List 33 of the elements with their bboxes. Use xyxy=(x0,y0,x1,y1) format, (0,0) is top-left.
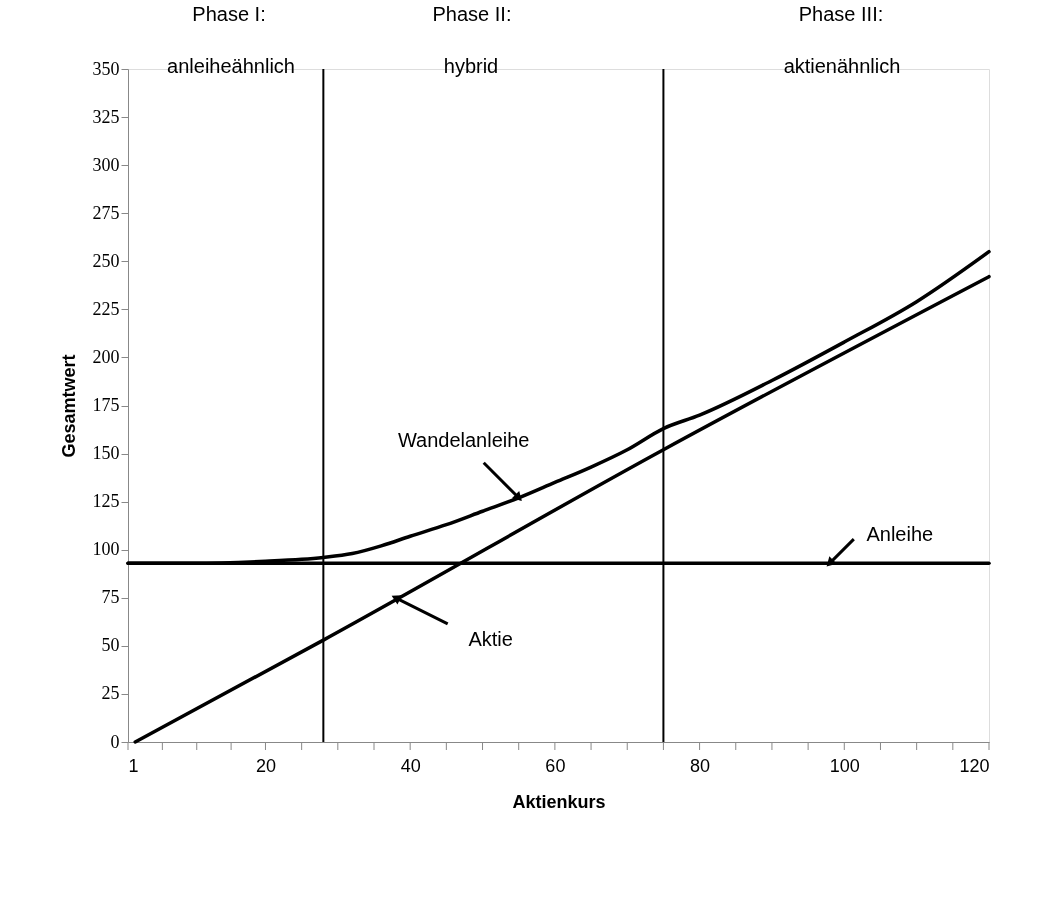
y-tick-label: 300 xyxy=(92,154,120,175)
y-tick-label: 100 xyxy=(92,539,120,560)
annotation: Wandelanleihe xyxy=(397,428,530,451)
y-tick-label: 350 xyxy=(92,58,120,79)
annotation: hybrid xyxy=(443,55,499,77)
text: Phase II: xyxy=(432,3,512,25)
text: Phase I: xyxy=(192,3,266,25)
y-tick-label: 225 xyxy=(92,298,120,319)
annotation: anleiheähnlich xyxy=(167,55,295,77)
y-tick-label: 175 xyxy=(92,395,120,415)
y-tick-label: 125 xyxy=(92,491,120,512)
y-tick-label: 75 xyxy=(101,587,120,608)
annotation: Anleihe xyxy=(866,523,934,546)
x-tick-label: 80 xyxy=(690,755,711,776)
text: Phase III: xyxy=(798,3,884,25)
x-tick-label: 40 xyxy=(400,755,421,776)
y-tick-label: 25 xyxy=(101,683,120,704)
x-tick-label: 20 xyxy=(255,755,276,776)
y-tick-label: 250 xyxy=(92,250,120,271)
y-axis-title: Gesamtwert xyxy=(58,354,79,458)
x-tick-label: 1 xyxy=(128,755,139,776)
y-tick-label: 325 xyxy=(92,106,120,127)
annotation: aktienähnlich xyxy=(783,55,901,77)
x-axis-title: Aktienkurs xyxy=(512,791,606,812)
x-tick-label: 60 xyxy=(545,755,566,776)
y-tick-label: 150 xyxy=(92,443,120,464)
annotation: Aktie xyxy=(468,627,513,650)
y-tick-label: 50 xyxy=(101,635,120,656)
y-tick-label: 200 xyxy=(92,346,120,367)
y-tick-label: 275 xyxy=(92,202,120,223)
x-tick-label: 100 xyxy=(829,755,860,776)
y-tick-label: 0 xyxy=(110,731,120,752)
x-tick-label: 120 xyxy=(959,755,990,776)
